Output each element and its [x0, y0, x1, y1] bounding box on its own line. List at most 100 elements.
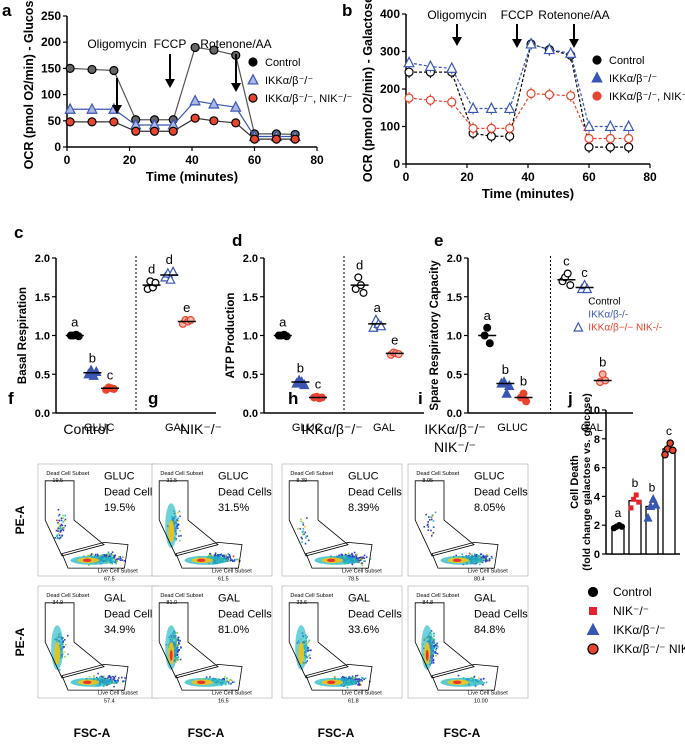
flow-title: Control: [63, 421, 108, 437]
live-gate-label: Live Cell Subset: [468, 569, 508, 575]
data-point: [168, 126, 178, 136]
legend-marker: [573, 321, 584, 332]
x-tick-label: 60: [582, 170, 596, 184]
data-point: [249, 134, 260, 144]
dead-cell-gate: [414, 480, 475, 557]
data-point: [445, 61, 458, 73]
data-point: [403, 56, 415, 68]
legend-marker: [248, 57, 258, 67]
flow-x-label: FSC-A: [188, 726, 225, 740]
point-group: b: [291, 360, 310, 390]
panel-letter-b: b: [342, 1, 352, 20]
y-tick-label: 250: [41, 9, 61, 23]
data-point: [526, 88, 536, 99]
data-point: [87, 64, 97, 75]
data-point: [581, 283, 593, 294]
data-point: [631, 496, 637, 502]
series-line: [408, 43, 629, 128]
significance-letter: c: [563, 254, 570, 269]
dead-cell-gate: [414, 602, 475, 679]
point-group: e: [177, 300, 196, 328]
live-gate-label: Live Cell Subset: [212, 569, 252, 575]
data-point: [564, 46, 577, 58]
dead-cell-gate: [158, 602, 219, 679]
y-axis-label: Basal Respiration: [17, 287, 29, 384]
point-group: a: [368, 300, 387, 332]
point-group: b: [83, 350, 102, 380]
data-point: [109, 384, 118, 393]
y-tick-label: 0.5: [447, 369, 462, 381]
legend-label: Control: [609, 55, 644, 67]
data-point: [522, 397, 531, 406]
data-point: [131, 126, 141, 136]
dead-gate-label: Dead Cell Subset: [290, 593, 333, 599]
data-point: [190, 113, 200, 123]
condition-label: GAL: [218, 593, 240, 605]
panel-letter-h: h: [288, 389, 298, 408]
point-group: c: [101, 367, 119, 394]
significance-letter: b: [520, 374, 527, 389]
injection-arrow: [165, 54, 175, 88]
point-group: a: [65, 315, 84, 341]
data-point: [643, 512, 653, 522]
dead-gate-label: Dead Cell Subset: [160, 593, 203, 599]
dead-gate-label: Dead Cell Subset: [416, 471, 459, 477]
y-axis-label: OCR (pmol O2/min) - Glucose: [22, 0, 36, 169]
point-group: d: [160, 252, 179, 284]
legend-marker: [592, 91, 602, 101]
point-group: b: [593, 354, 612, 387]
point-group: c: [309, 377, 327, 403]
y-tick-label: 1.0: [243, 331, 258, 343]
dead-cells-label: Dead Cells: [218, 608, 272, 620]
live-gate-label: Live Cell Subset: [342, 691, 382, 697]
data-point: [618, 523, 626, 530]
data-point: [231, 118, 241, 128]
data-point: [394, 350, 403, 359]
significance-letter: c: [666, 424, 672, 438]
injection-label: FCCP: [154, 37, 187, 51]
legend-label: Control: [588, 297, 620, 308]
point-group: c: [575, 265, 594, 294]
significance-letter: a: [484, 308, 492, 323]
live-cell-gate: [305, 541, 373, 569]
data-point: [566, 91, 576, 101]
data-point: [503, 101, 516, 114]
dead-cells-percent: 34.9%: [104, 624, 135, 636]
data-point: [354, 273, 363, 282]
data-point: [483, 323, 492, 332]
dead-cell-gate: [288, 480, 349, 557]
panel-letter-a: a: [2, 1, 12, 20]
dead-cells-label: Dead Cells: [218, 486, 272, 498]
y-tick-label: 1.5: [243, 292, 258, 304]
y-tick-label: 8: [594, 434, 600, 446]
data-point: [505, 123, 515, 133]
y-tick-label: 200: [41, 35, 61, 49]
group-label: GAL: [373, 422, 395, 434]
data-point: [165, 273, 176, 284]
data-point: [584, 133, 594, 144]
live-cell-gate: [431, 663, 499, 691]
data-point: [86, 102, 98, 114]
series-line: [70, 100, 296, 138]
x-tick-label: 0: [64, 153, 71, 167]
live-gate-label: Live Cell Subset: [468, 691, 508, 697]
legend-label: IKKα/β-/-: [588, 310, 628, 321]
y-tick-label: 150: [41, 61, 61, 75]
dead-cells-label: Dead Cells: [104, 608, 158, 620]
dead-gate-value: 84.8: [422, 600, 433, 606]
live-gate-label: Live Cell Subset: [342, 569, 382, 575]
significance-letter: a: [615, 506, 622, 520]
chart-c: 0.0 0.5 1.0 1.5 2.0 Basal Respiration GLUC GAL a…: [17, 252, 216, 434]
group-label: GAL: [581, 422, 603, 434]
data-point: [109, 65, 119, 76]
data-point: [425, 95, 435, 105]
panel-letter-i: i: [418, 389, 423, 408]
live-gate-label: Live Cell Subset: [98, 691, 138, 697]
data-point: [404, 67, 414, 77]
data-point: [190, 42, 200, 53]
x-axis-label: Time (minutes): [482, 186, 574, 201]
injection-label: Oligomycin: [427, 8, 486, 22]
data-point: [65, 63, 75, 74]
